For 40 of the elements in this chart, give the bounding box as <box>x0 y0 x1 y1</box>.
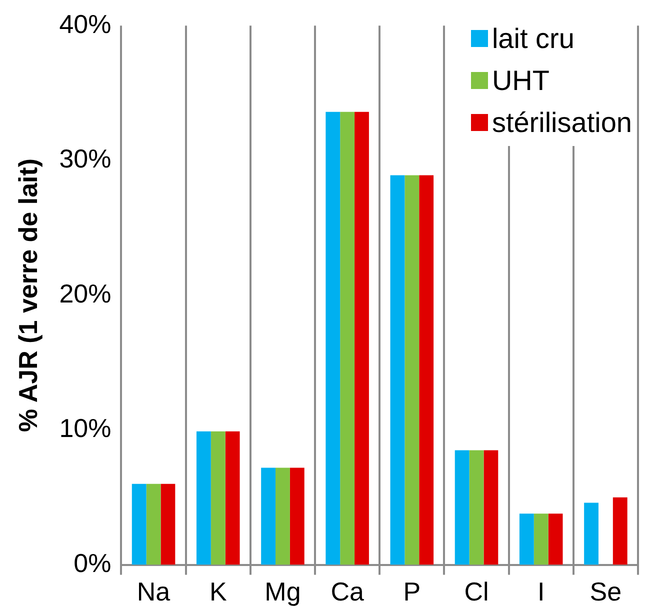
bar <box>326 112 340 565</box>
bar <box>404 175 420 565</box>
legend-label: UHT <box>492 64 550 97</box>
y-tick-label: 10% <box>59 413 112 444</box>
y-tick-label: 40% <box>59 8 112 39</box>
bar <box>469 450 484 565</box>
bar <box>261 468 276 565</box>
bar <box>390 175 405 565</box>
x-tick-label: Ca <box>330 576 364 607</box>
bar <box>484 450 498 565</box>
bar <box>584 502 598 565</box>
bar <box>534 514 548 565</box>
x-tick-label: P <box>403 576 421 607</box>
x-tick-label: Se <box>590 576 622 607</box>
bar <box>146 484 161 565</box>
legend-label: stérilisation <box>492 106 632 139</box>
bar <box>210 431 226 565</box>
bar <box>612 497 628 565</box>
bar <box>225 431 240 565</box>
y-tick-label: 0% <box>74 548 112 578</box>
y-tick-label: 20% <box>59 278 112 308</box>
bar <box>276 468 290 565</box>
x-tick-label: I <box>537 576 545 607</box>
bar <box>419 175 434 565</box>
bar <box>354 112 369 565</box>
bar <box>290 468 304 565</box>
bar <box>454 450 470 565</box>
y-axis-title: % AJR (1 verre de lait) <box>12 158 43 432</box>
bar <box>519 514 534 565</box>
y-tick-label: 30% <box>59 144 112 174</box>
bar <box>196 431 211 565</box>
bar <box>340 112 355 565</box>
x-tick-label: Cl <box>464 576 489 607</box>
bar <box>160 484 176 565</box>
bar <box>132 484 146 565</box>
bar <box>548 514 563 565</box>
x-tick-label: K <box>209 576 228 607</box>
x-tick-label: Mg <box>264 576 301 607</box>
x-tick-label: Na <box>136 576 171 607</box>
legend-label: lait cru <box>492 22 574 55</box>
